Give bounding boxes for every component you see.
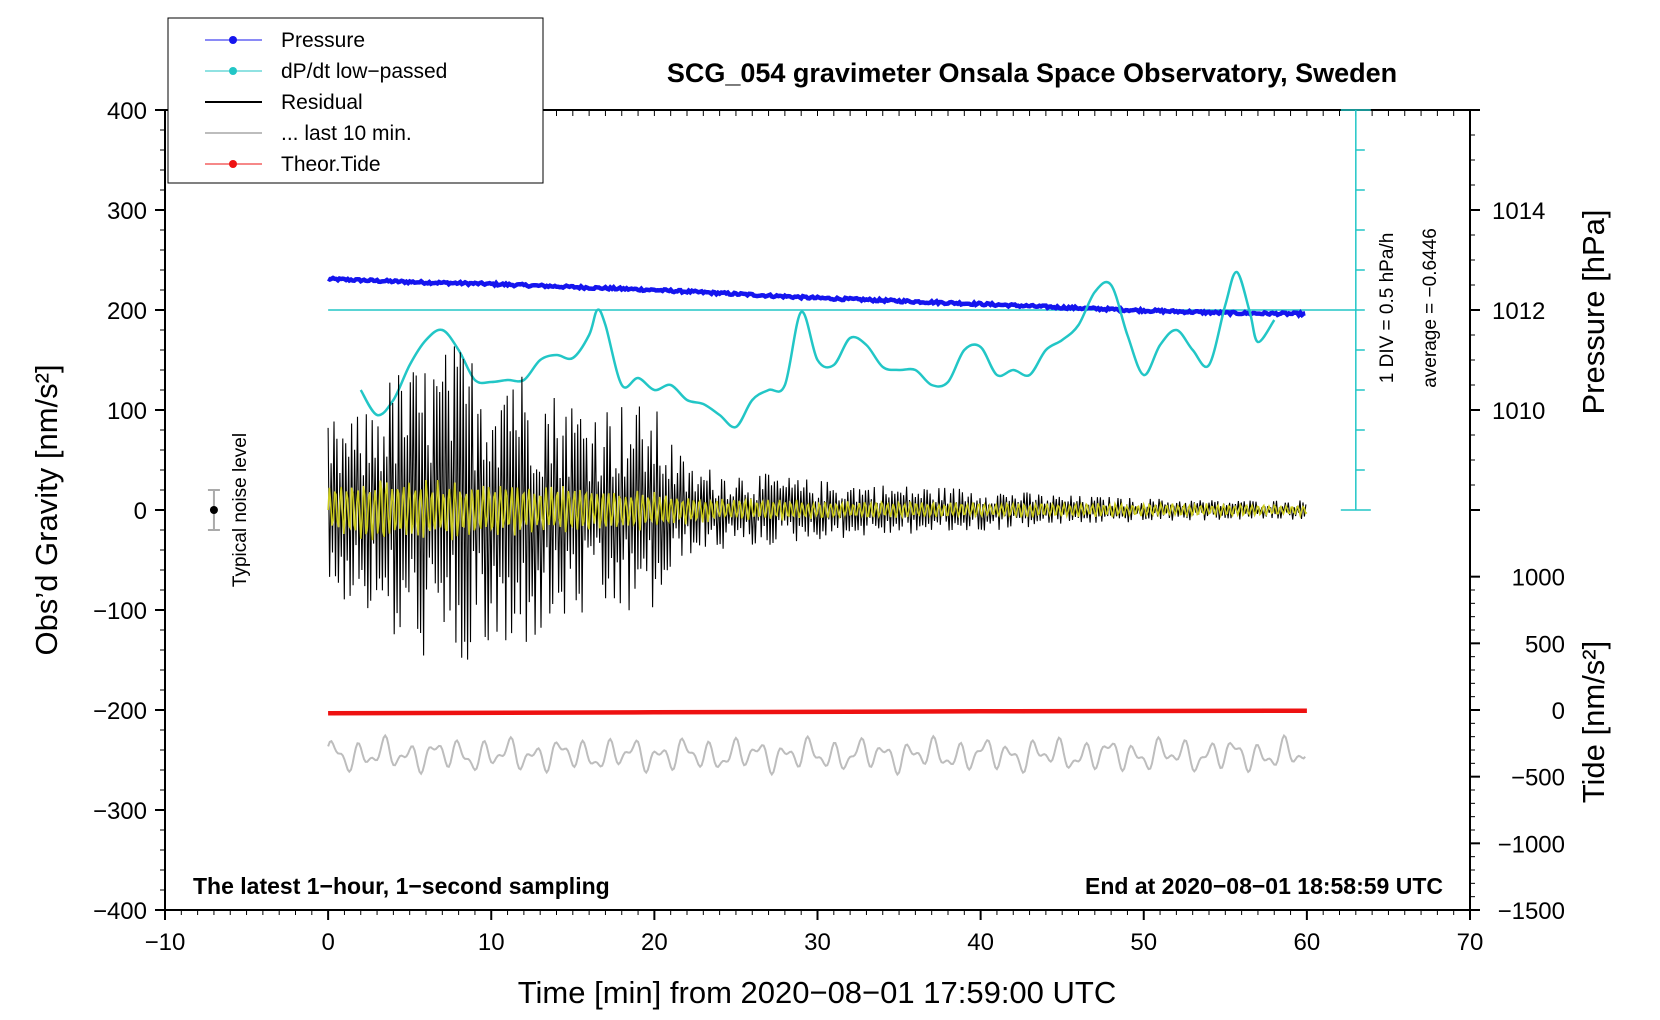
y-tick-label: −300 — [93, 798, 147, 825]
legend-swatch-dot — [229, 67, 237, 75]
y-tick-label: 400 — [107, 98, 147, 125]
tide-tick-labels: 1000 500 0 −500 −1000 −1500 — [1498, 565, 1565, 925]
left-note: The latest 1−hour, 1−second sampling — [193, 873, 610, 899]
tide-tick-label: 1000 — [1512, 565, 1565, 592]
tide-tick-label: −1500 — [1498, 898, 1565, 925]
x-tick-labels: −10 0 10 20 30 40 50 60 70 — [145, 929, 1484, 956]
residual-series-line — [327, 346, 1307, 660]
tide-axis-label: Tide [nm/s²] — [1576, 641, 1611, 804]
noise-bar-dot — [209, 506, 218, 514]
tide-tick-label: 0 — [1552, 698, 1565, 725]
pressure-tick-label: 1014 — [1492, 198, 1545, 225]
legend-label: ... last 10 min. — [281, 122, 412, 145]
average-label: average = −0.6446 — [1420, 228, 1441, 388]
legend-label: Residual — [281, 91, 363, 114]
pressure-tick-labels: 1014 1012 1010 — [1492, 198, 1545, 425]
pressure-tick-label: 1010 — [1492, 398, 1545, 425]
right-note: End at 2020−08−01 18:58:59 UTC — [1085, 873, 1443, 899]
pressure-tick-label: 1012 — [1492, 298, 1545, 325]
legend-label: Theor.Tide — [281, 153, 381, 176]
x-tick-label: 40 — [967, 929, 994, 956]
x-tick-label: 60 — [1294, 929, 1321, 956]
noise-level-bar — [207, 489, 220, 531]
y-axis-label: Obs’d Gravity [nm/s²] — [29, 364, 64, 655]
x-tick-label: 10 — [478, 929, 505, 956]
tide-tick-label: −500 — [1511, 765, 1565, 792]
x-tick-label: 70 — [1457, 929, 1484, 956]
y-tick-labels: 400 300 200 100 0 −100 −200 −300 −400 — [93, 98, 147, 925]
legend-entry: Theor.Tide — [205, 153, 381, 176]
dpdt-series-line — [359, 270, 1276, 429]
y-tick-label: −200 — [93, 698, 147, 725]
x-tick-label: 20 — [641, 929, 668, 956]
legend-label: dP/dt low−passed — [281, 60, 447, 83]
tide-series-line — [328, 708, 1307, 716]
y-tick-label: −100 — [93, 598, 147, 625]
x-tick-label: 50 — [1130, 929, 1157, 956]
y-tick-label: 100 — [107, 398, 147, 425]
legend-swatch-dot — [229, 36, 237, 44]
last10-series-line — [327, 733, 1306, 777]
legend-entry: Residual — [205, 91, 363, 114]
tide-tick-label: −1000 — [1498, 831, 1565, 858]
y-tick-label: 300 — [107, 198, 147, 225]
x-tick-label: −10 — [145, 929, 186, 956]
legend-entry: Pressure — [205, 29, 365, 52]
legend: Pressure dP/dt low−passed Residual ... last… — [167, 17, 544, 184]
legend-box — [167, 17, 544, 184]
x-tick-label: 0 — [321, 929, 334, 956]
legend-label: Pressure — [281, 29, 365, 52]
x-axis-label: Time [min] from 2020−08−01 17:59:00 UTC — [518, 975, 1117, 1010]
legend-entry: ... last 10 min. — [205, 122, 412, 145]
div-label: 1 DIV = 0.5 hPa/h — [1377, 233, 1398, 384]
noise-label: Typical noise level — [230, 433, 251, 587]
residual-filtered-series-line — [327, 479, 1308, 541]
legend-swatch-dot — [229, 160, 237, 168]
legend-entry: dP/dt low−passed — [205, 60, 447, 83]
tide-tick-label: 500 — [1525, 631, 1565, 658]
pressure-series-line — [327, 275, 1306, 319]
x-tick-label: 30 — [804, 929, 831, 956]
y-tick-label: −400 — [93, 898, 147, 925]
y-tick-label: 200 — [107, 298, 147, 325]
chart-title: SCG_054 gravimeter Onsala Space Observat… — [667, 58, 1397, 88]
y-tick-label: 0 — [134, 498, 147, 525]
pressure-axis-label: Pressure [hPa] — [1576, 209, 1611, 414]
